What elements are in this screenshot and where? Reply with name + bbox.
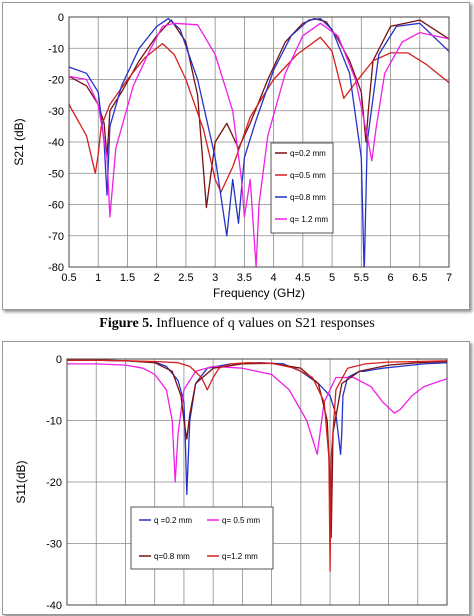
figure-caption-text: Influence of q values on S21 responses [156, 316, 375, 331]
s21-chart: 0.5 1 1.5 2 2.5 3 3.5 4 4.5 5 5.5 6 6.5 7 0 -10 -20 -30 -4… [12, 12, 452, 300]
x-tick-label: 3 [212, 272, 218, 284]
legend-label: q=0.8 mm [154, 552, 190, 561]
x-tick-label: 2 [154, 272, 160, 284]
y-tick-label: -30 [46, 539, 62, 551]
s11-chart: 0 -10 -20 -30 -40 S11(dB) q =0.2 mm q= 0.5 mm q=… [14, 354, 448, 612]
x-tick-label: 7 [446, 272, 452, 284]
y-tick-label: -10 [48, 43, 64, 55]
x-tick-label: 0.5 [61, 272, 76, 284]
y-tick-label: -40 [48, 137, 64, 149]
x-tick-label: 6 [387, 272, 393, 284]
legend-label: q=1.2 mm [222, 552, 258, 561]
legend-label: q= 0.5 mm [222, 516, 260, 525]
y-tick-label: -80 [48, 262, 64, 274]
legend-box [270, 142, 334, 234]
x-tick-label: 5 [329, 272, 335, 284]
x-tick-label: 4 [271, 272, 277, 284]
y-tick-label: -10 [46, 416, 62, 428]
series-group [67, 359, 447, 572]
series-line [69, 17, 449, 209]
legend-label: q=0.5 mm [290, 171, 326, 180]
plot-border [68, 16, 450, 268]
series-line [69, 22, 449, 267]
figure-caption: Figure 5. Influence of q values on S21 r… [0, 316, 474, 332]
y-axis-label: S21 (dB) [12, 118, 26, 165]
legend-label: q =0.2 mm [154, 516, 192, 525]
plot-border [66, 358, 448, 606]
x-tick-label: 6.5 [412, 272, 427, 284]
figure-label: Figure 5. [99, 316, 153, 331]
y-tick-label: -20 [46, 477, 62, 489]
series-line [69, 36, 449, 193]
y-tick-label: -20 [48, 75, 64, 87]
s11-chart-panel: 0 -10 -20 -30 -40 S11(dB) q =0.2 mm q= 0.5 mm q=… [2, 341, 470, 615]
y-tick-label: -60 [48, 200, 64, 212]
legend-label: q=0.2 mm [290, 149, 326, 158]
x-tick-label: 3.5 [237, 272, 252, 284]
s21-chart-panel: 0.5 1 1.5 2 2.5 3 3.5 4 4.5 5 5.5 6 6.5 7 0 -10 -20 -30 -4… [2, 2, 470, 310]
legend-label: q= 1.2 mm [290, 215, 328, 224]
y-tick-label: -30 [48, 106, 64, 118]
x-tick-label: 5.5 [354, 272, 369, 284]
y-tick-label: 0 [56, 354, 62, 366]
legend-box [130, 506, 274, 570]
y-tick-label: -70 [48, 231, 64, 243]
series-line [67, 363, 447, 483]
legend-label: q=0.8 mm [290, 193, 326, 202]
x-tick-label: 4.5 [295, 272, 310, 284]
series-line [67, 359, 447, 572]
x-tick-label: 1 [95, 272, 101, 284]
series-line [69, 17, 449, 267]
x-tick-label: 1.5 [120, 272, 135, 284]
x-axis-label: Frequency (GHz) [213, 286, 305, 300]
x-tick-label: 2.5 [178, 272, 193, 284]
y-tick-label: 0 [58, 12, 64, 24]
series-group [69, 17, 449, 267]
y-tick-label: -40 [46, 600, 62, 612]
series-line [67, 359, 447, 538]
y-tick-label: -50 [48, 168, 64, 180]
y-axis-label: S11(dB) [14, 460, 28, 503]
